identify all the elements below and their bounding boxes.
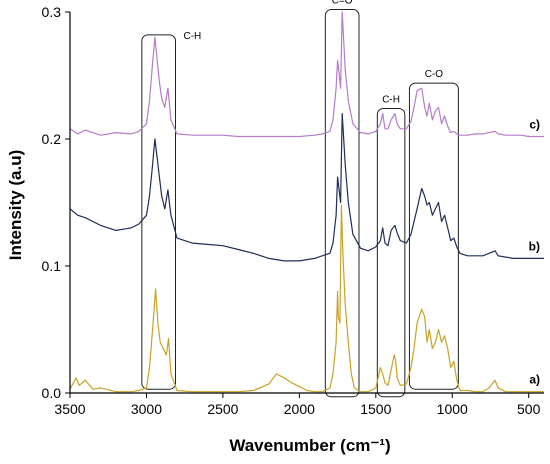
x-tick-label-1: 3000: [131, 401, 162, 417]
x-tick-label-6: 500: [517, 401, 541, 417]
axes: [69, 12, 544, 394]
x-axis-title: Wavenumber (cm⁻¹): [229, 436, 390, 455]
x-tick-label-4: 1500: [360, 401, 391, 417]
x-tick-label-0: 3500: [54, 401, 85, 417]
region-label-2: C-H: [382, 95, 400, 106]
region-label-0: C-H: [184, 31, 202, 42]
series-line-2: [69, 11, 544, 138]
region-boxes: C-H C=O C-H C-O: [141, 0, 459, 398]
series-label-0: a): [529, 373, 540, 387]
x-tick-label-5: 1000: [437, 401, 468, 417]
y-tick-label-0: 0.0: [42, 385, 62, 401]
region-label-3: C-O: [425, 69, 444, 80]
region-box-1: [324, 8, 360, 398]
x-tick-label-3: 2000: [284, 401, 315, 417]
y-tick-label-3: 0.3: [42, 4, 62, 20]
series-labels: a) b) c): [529, 117, 540, 386]
series-line-0: [69, 204, 544, 393]
x-tick-label-2: 2500: [207, 401, 238, 417]
region-box-2: [376, 108, 406, 398]
y-tick-label-2: 0.2: [42, 131, 62, 147]
y-axis-title: Intensity (a.u): [6, 150, 25, 261]
spectra: [69, 11, 544, 393]
region-box-0: [141, 34, 177, 390]
series-label-1: b): [529, 239, 540, 253]
y-tick-label-1: 0.1: [42, 258, 62, 274]
series-label-2: c): [529, 117, 540, 131]
series-line-1: [69, 113, 544, 262]
region-box-3: [408, 82, 459, 390]
ticks: 3500 3000 2500 2000 1500 1000 500 0.0 0.1 0.2 0.3: [42, 4, 541, 417]
region-label-1: C=O: [332, 0, 353, 6]
